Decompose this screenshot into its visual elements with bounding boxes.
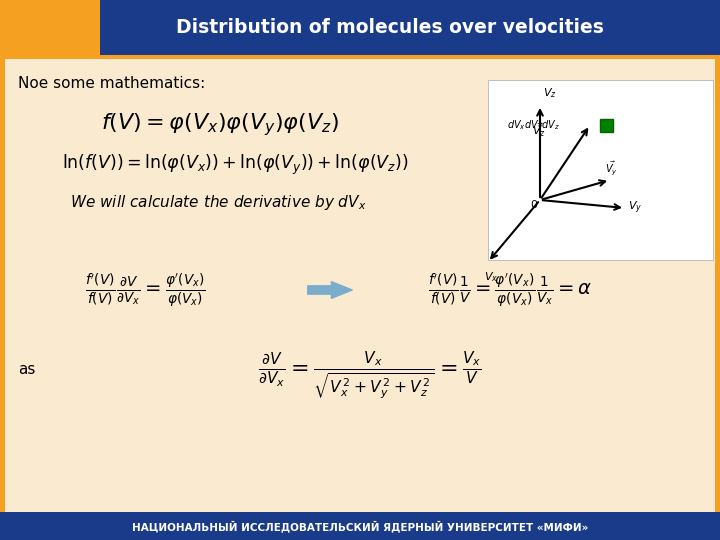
Text: $f(V) = \varphi(V_x)\varphi(V_y)\varphi(V_z)$: $f(V) = \varphi(V_x)\varphi(V_y)\varphi(… [101, 112, 339, 138]
Text: 0: 0 [530, 200, 537, 210]
Bar [600, 119, 613, 132]
Text: $\frac{f'(V)}{f(V)}\frac{\partial V}{\partial V_x} = \frac{\varphi'(V_x)}{\varph: $\frac{f'(V)}{f(V)}\frac{\partial V}{\pa… [85, 271, 205, 309]
Bar [0, 0, 100, 55]
Text: $V_x$: $V_x$ [484, 270, 498, 284]
Bar [0, 59, 5, 512]
Text: $\vec{V_z}$: $\vec{V_z}$ [532, 122, 546, 139]
Text: $\frac{\partial V}{\partial V_x} = \frac{V_x}{\sqrt{V_x^{\,2} + V_y^{\,2} + V_z^: $\frac{\partial V}{\partial V_x} = \frac… [258, 349, 482, 401]
Bar [0, 0, 720, 55]
Text: $dV_x dV_y dV_z$: $dV_x dV_y dV_z$ [507, 119, 560, 133]
Text: $\frac{f'(V)}{f(V)}\frac{1}{V} = \frac{\varphi'(V_x)}{\varphi(V_x)}\frac{1}{V_x}: $\frac{f'(V)}{f(V)}\frac{1}{V} = \frac{\… [428, 271, 592, 309]
Bar [715, 59, 720, 512]
Bar [5, 59, 715, 512]
Text: НАЦИОНАЛЬНЫЙ ИССЛЕДОВАТЕЛЬСКИЙ ЯДЕРНЫЙ УНИВЕРСИТЕТ «МИФИ»: НАЦИОНАЛЬНЫЙ ИССЛЕДОВАТЕЛЬСКИЙ ЯДЕРНЫЙ У… [132, 520, 588, 532]
Text: Distribution of molecules over velocities: Distribution of molecules over velocitie… [176, 18, 604, 37]
Bar [0, 512, 720, 540]
Text: as: as [18, 362, 35, 377]
Text: Noe some mathematics:: Noe some mathematics: [18, 77, 205, 91]
Text: $V_z$: $V_z$ [543, 86, 557, 100]
Text: We will calculate the derivative by $dV_x$: We will calculate the derivative by $dV_… [70, 192, 366, 212]
Text: $V_y$: $V_y$ [628, 200, 642, 216]
Bar [488, 80, 713, 260]
Text: $\vec{V_y}$: $\vec{V_y}$ [605, 159, 618, 177]
Text: $\ln(f(V)) = \ln(\varphi(V_x)) + \ln(\varphi(V_y)) + \ln(\varphi(V_z))$: $\ln(f(V)) = \ln(\varphi(V_x)) + \ln(\va… [62, 153, 408, 177]
FancyArrowPatch shape [307, 282, 352, 298]
